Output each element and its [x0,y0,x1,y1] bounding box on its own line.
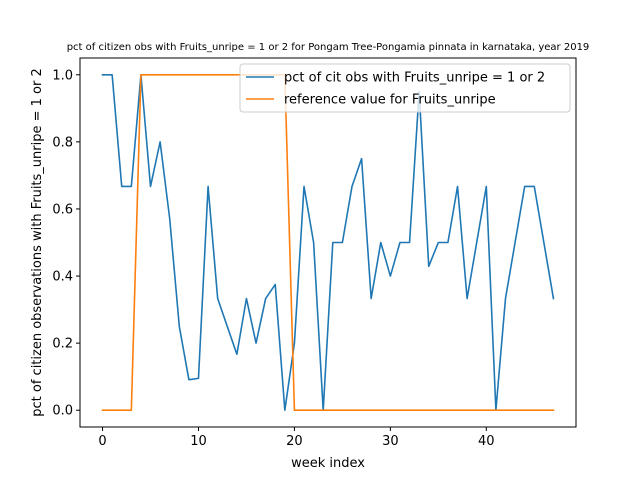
series-line-1 [101,73,555,412]
series-line-2 [101,73,555,412]
chart-title: pct of citizen obs with Fruits_unripe = … [67,42,590,53]
y-tick-label: 0.0 [52,404,73,419]
y-tick-label: 0.8 [52,135,73,150]
y-tick-label: 0.2 [52,337,73,352]
legend-label-1: pct of cit obs with Fruits_unripe = 1 or… [284,71,545,86]
x-axis-title: week index [291,456,365,471]
series-layer [101,73,555,412]
y-axis: 0.0 0.2 0.4 0.6 0.8 1.0 [52,68,80,419]
x-tick-label: 0 [98,434,106,449]
y-axis-title: pct of citizen observations with Fruits_… [30,68,45,417]
plot-frame [79,57,577,428]
y-tick-label: 0.4 [52,270,73,285]
legend-label-2: reference value for Fruits_unripe [284,93,496,108]
x-tick-label: 40 [478,434,495,449]
y-tick-label: 1.0 [52,68,73,83]
x-tick-label: 20 [286,434,303,449]
x-axis: 0 10 20 30 40 [98,427,495,449]
x-tick-label: 10 [190,434,207,449]
y-tick-label: 0.6 [52,202,73,217]
legend: pct of cit obs with Fruits_unripe = 1 or… [239,63,571,113]
x-tick-label: 30 [382,434,399,449]
legend-box [239,63,571,113]
